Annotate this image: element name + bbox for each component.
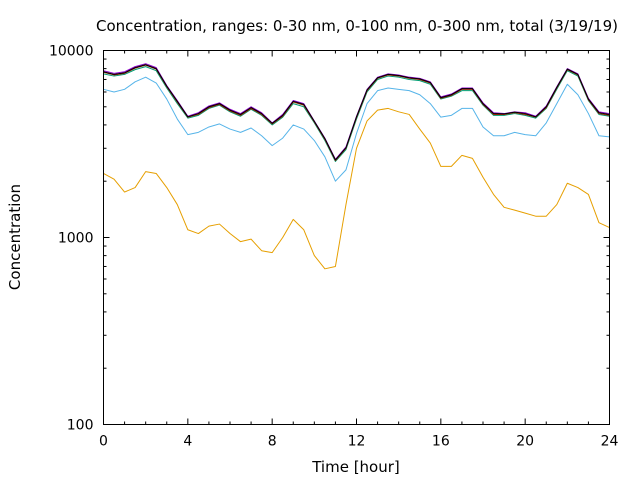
- tick-layer: 0 4 8 12 16 20 24 100 1000 10000: [49, 44, 619, 450]
- series-line-1: [103, 107, 610, 270]
- x-tick-label: 24: [601, 434, 619, 450]
- y-tick-label: 100: [67, 418, 94, 434]
- y-tick-label: 1000: [58, 231, 94, 247]
- x-tick-label: 0: [99, 434, 108, 450]
- x-tick-label: 12: [348, 434, 366, 450]
- series-line-2: [103, 76, 610, 182]
- x-tick-label: 20: [516, 434, 534, 450]
- plot-frame: [103, 50, 610, 425]
- x-tick-label: 16: [432, 434, 450, 450]
- series-layer: [103, 63, 610, 270]
- series-line-6: [103, 64, 610, 161]
- y-tick-label: 10000: [49, 44, 94, 60]
- x-tick-label: 4: [183, 434, 192, 450]
- x-tick-label: 8: [268, 434, 277, 450]
- x-axis-title: Time [hour]: [311, 458, 400, 476]
- chart-title: Concentration, ranges: 0-30 nm, 0-100 nm…: [96, 17, 618, 35]
- series-line-5: [103, 63, 610, 160]
- y-axis-title: Concentration: [6, 184, 24, 290]
- series-line-4: [103, 64, 610, 162]
